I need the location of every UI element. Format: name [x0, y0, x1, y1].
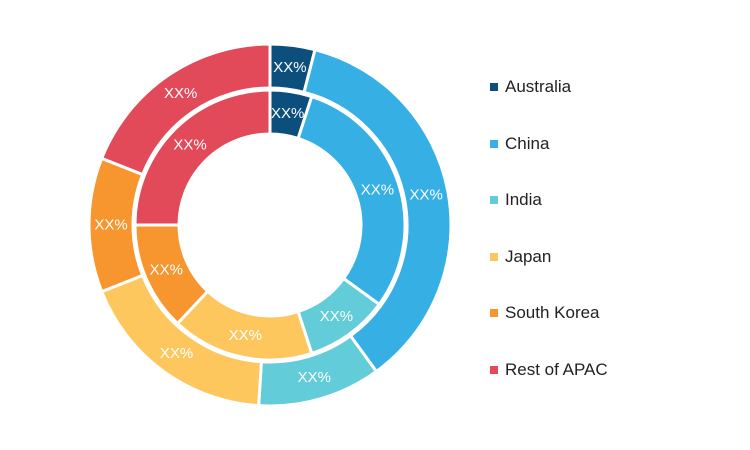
segment-labels: XX% XX% XX% XX% XX% XX% XX% XX% XX% XX% XX% XX% — [94, 59, 443, 386]
outer-label-japan: XX% — [160, 345, 193, 362]
legend-swatch-south-korea — [490, 309, 498, 318]
outer-label-rest-of-apac: XX% — [164, 85, 197, 102]
outer-label-south-korea: XX% — [94, 217, 127, 234]
inner-label-japan: XX% — [229, 327, 262, 344]
legend-swatch-japan — [490, 252, 498, 261]
inner-ring — [133, 88, 407, 362]
legend-swatch-china — [490, 139, 498, 148]
outer-ring — [87, 42, 453, 408]
legend-item-australia: Australia — [490, 70, 608, 104]
legend-swatch-australia — [490, 83, 498, 91]
outer-label-india: XX% — [298, 369, 331, 386]
legend-item-india: India — [490, 183, 608, 217]
inner-label-india: XX% — [320, 308, 353, 325]
legend-swatch-rest-of-apac — [490, 365, 498, 374]
legend-label-japan: Japan — [505, 246, 552, 266]
inner-segment-china — [296, 94, 407, 307]
legend-label-china: China — [505, 133, 550, 153]
inner-label-south-korea: XX% — [150, 261, 183, 278]
legend-label-india: India — [505, 190, 542, 210]
inner-label-rest-of-apac: XX% — [173, 137, 206, 154]
outer-label-china: XX% — [410, 187, 443, 204]
inner-label-australia: XX% — [271, 105, 304, 122]
legend-item-rest-of-apac: Rest of APAC — [490, 353, 608, 387]
legend-item-china: China — [490, 127, 608, 161]
legend: Australia China India Japan South Korea … — [490, 70, 608, 410]
legend-swatch-india — [490, 196, 498, 205]
outer-segment-china — [302, 47, 453, 374]
legend-item-south-korea: South Korea — [490, 296, 608, 330]
legend-label-australia: Australia — [505, 77, 572, 96]
outer-segment-rest-of-apac — [99, 42, 272, 177]
legend-label-rest-of-apac: Rest of APAC — [505, 359, 608, 379]
legend-label-south-korea: South Korea — [505, 303, 600, 323]
inner-label-china: XX% — [361, 182, 394, 199]
nested-donut: XX% XX% XX% XX% XX% XX% XX% XX% XX% XX% XX% XX% — [87, 42, 453, 408]
outer-label-australia: XX% — [273, 59, 306, 76]
legend-item-japan: Japan — [490, 240, 608, 274]
inner-segment-rest-of-apac — [133, 88, 272, 227]
